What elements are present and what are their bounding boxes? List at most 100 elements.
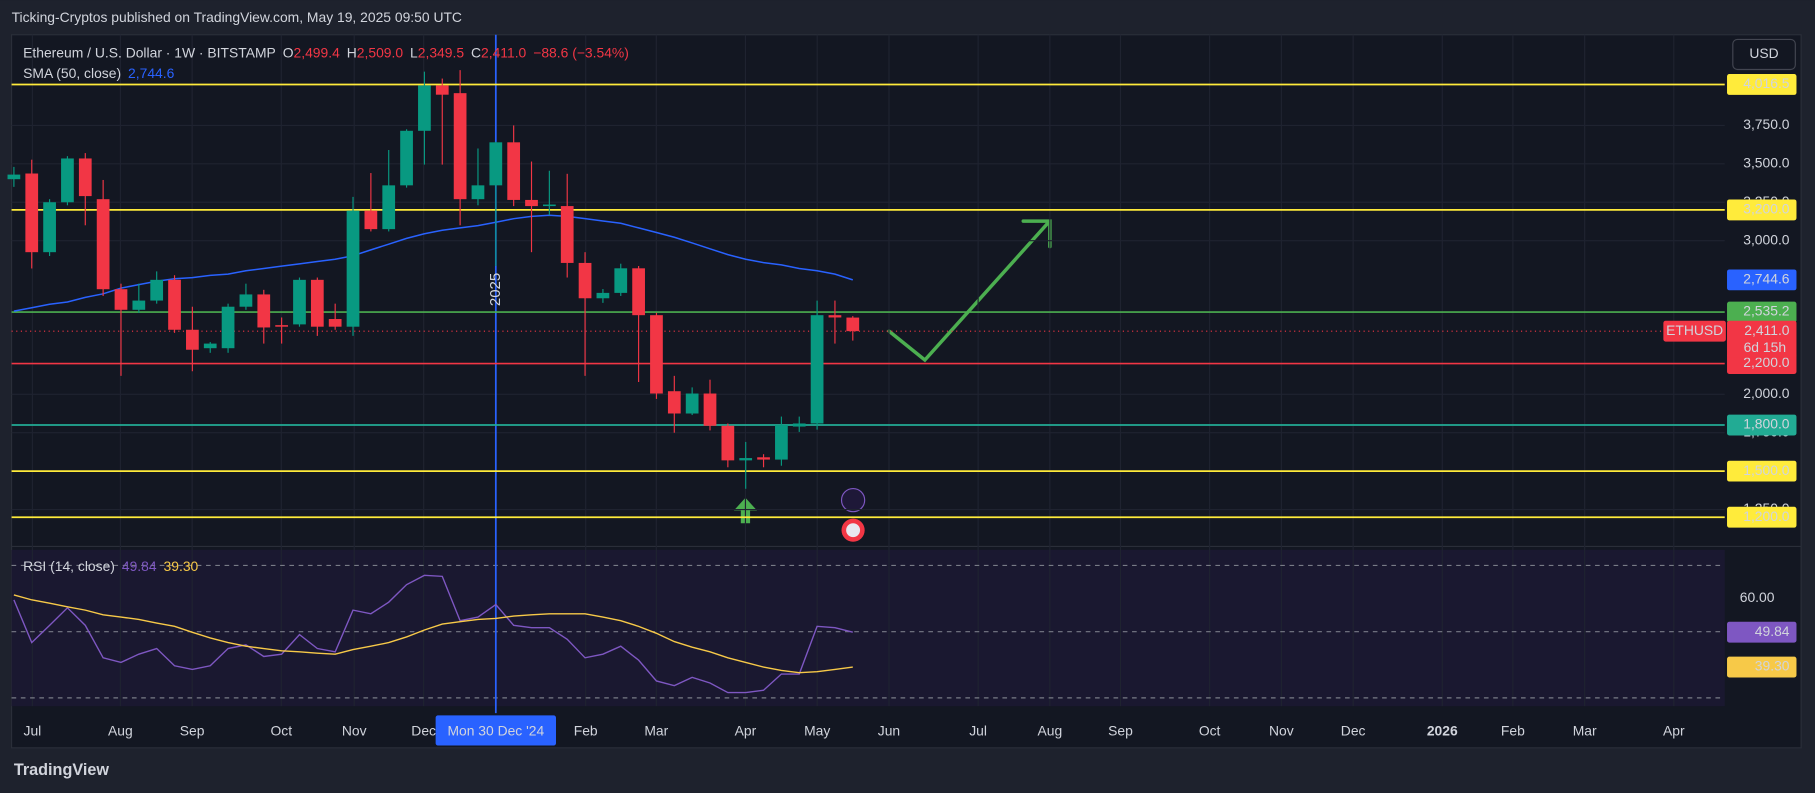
x-tick-label: Mar	[1573, 722, 1597, 738]
x-tick-label: Dec	[411, 722, 436, 738]
currency[interactable]: USD	[1749, 45, 1778, 61]
rsi-value-label: 49.84	[1755, 623, 1790, 639]
candle-body	[132, 300, 146, 310]
candle-body	[328, 319, 342, 327]
candle-body	[489, 142, 503, 186]
candle-body	[310, 279, 324, 327]
level-label: 2,200.0	[1743, 354, 1790, 370]
level-label-bg	[1727, 199, 1797, 221]
candle-body	[293, 279, 306, 325]
candle-body	[792, 423, 806, 427]
candle-body	[739, 458, 753, 461]
level-label: 3,200.0	[1743, 201, 1790, 217]
last-price-label: 2,411.0	[1744, 322, 1790, 338]
candle-body	[364, 210, 378, 230]
y-tick-label: 3,500.0	[1743, 155, 1790, 171]
sma-price-label-bg	[1727, 269, 1797, 291]
sma-legend: SMA (50, close) 2,744.6	[23, 65, 174, 81]
symbol-label: ETHUSD	[1666, 322, 1723, 338]
level-label-bg	[1727, 506, 1797, 528]
x-tick-label: Apr	[735, 722, 757, 738]
candle-body	[186, 329, 199, 350]
level-label: 1,500.0	[1743, 462, 1790, 478]
candle-body	[632, 268, 645, 316]
x-tick-label: Jul	[24, 722, 42, 738]
legend-value: 2,509.0	[357, 44, 404, 60]
rsi-legend-value: 39.30	[164, 558, 199, 574]
countdown: 6d 15h	[1744, 339, 1786, 355]
candle-body	[96, 199, 110, 290]
sma-name: SMA (50, close)	[23, 65, 121, 81]
attribution: Ticking-Cryptos published on TradingView…	[12, 9, 462, 25]
candle-body	[596, 292, 610, 299]
x-tick-label: Dec	[1341, 722, 1366, 738]
x-tick-label: Nov	[342, 722, 367, 738]
rsi-line	[13, 574, 853, 694]
x-tick-label: 2026	[1427, 722, 1458, 738]
candle-body	[61, 158, 74, 203]
rsi-value-label-bg	[1727, 621, 1797, 643]
candle-body	[346, 210, 360, 327]
candle-body	[43, 202, 56, 253]
candle-body	[78, 158, 92, 197]
legend-change: −88.6 (−3.54%)	[533, 44, 629, 60]
legend-value: 2,411.0	[481, 44, 527, 60]
candle-body	[650, 315, 663, 394]
symbol-bg	[1663, 320, 1726, 342]
candle-body	[275, 325, 288, 327]
level-label-bg	[1727, 353, 1797, 374]
level-label-bg	[1727, 301, 1797, 323]
level-label: 2,535.2	[1743, 303, 1790, 319]
level-label-bg	[1727, 74, 1797, 95]
candle-body	[757, 457, 770, 460]
crosshair-year: 2025	[487, 273, 504, 306]
x-tick-label: Sep	[180, 722, 205, 738]
level-label: 1,800.0	[1743, 416, 1790, 432]
candle-body	[114, 289, 128, 310]
x-tick-label: Mar	[644, 722, 668, 738]
rsi-name: RSI (14, close)	[23, 558, 115, 574]
candle-body	[775, 425, 788, 460]
x-tick-label: Feb	[1501, 722, 1525, 738]
rsi-legend-value: 49.84	[122, 558, 157, 574]
x-tick-label: Feb	[574, 722, 598, 738]
candle-body	[810, 315, 824, 424]
candle-body	[471, 185, 485, 200]
legend-key: O	[283, 44, 294, 60]
y-tick-label: 3,750.0	[1743, 116, 1790, 132]
candle-body	[418, 85, 431, 131]
event-icon[interactable]	[840, 487, 866, 513]
brand: TradingView	[14, 761, 109, 779]
legend-value: 2,499.4	[294, 44, 341, 60]
candle-body	[578, 262, 592, 299]
candle-body	[400, 130, 413, 186]
candle-body	[7, 174, 21, 180]
candle-body	[221, 306, 235, 349]
rsi-tick-label: 60.00	[1740, 589, 1775, 605]
candle-body	[525, 199, 538, 207]
x-tick-label: Apr	[1663, 722, 1685, 738]
candle-body	[721, 425, 735, 461]
chart-title-text: Ethereum / U.S. Dollar · 1W · BITSTAMP	[23, 44, 276, 60]
sma-price-label: 2,744.6	[1743, 271, 1790, 287]
x-tick-label: May	[804, 722, 830, 738]
candle-body	[382, 185, 396, 230]
x-tick-label: Aug	[108, 722, 133, 738]
sma-value: 2,744.6	[128, 65, 175, 81]
x-tick-label: Jun	[878, 722, 900, 738]
legend-value: 2,349.5	[418, 44, 465, 60]
level-label-bg	[1727, 414, 1797, 436]
rsi-value-label-bg	[1727, 656, 1797, 678]
candle-body	[203, 343, 217, 349]
x-tick-label: Oct	[1199, 722, 1221, 738]
level-label-bg	[1727, 460, 1797, 482]
x-tick-label: Aug	[1038, 722, 1063, 738]
currency-button[interactable]	[1732, 38, 1796, 71]
candle-body	[685, 393, 699, 414]
rsi-value-label: 39.30	[1755, 658, 1790, 674]
legend-key: H	[347, 44, 357, 60]
candle-body	[846, 317, 860, 332]
rsi-background	[11, 549, 1725, 707]
last-price-bg	[1727, 320, 1797, 358]
candle-body	[435, 85, 449, 95]
